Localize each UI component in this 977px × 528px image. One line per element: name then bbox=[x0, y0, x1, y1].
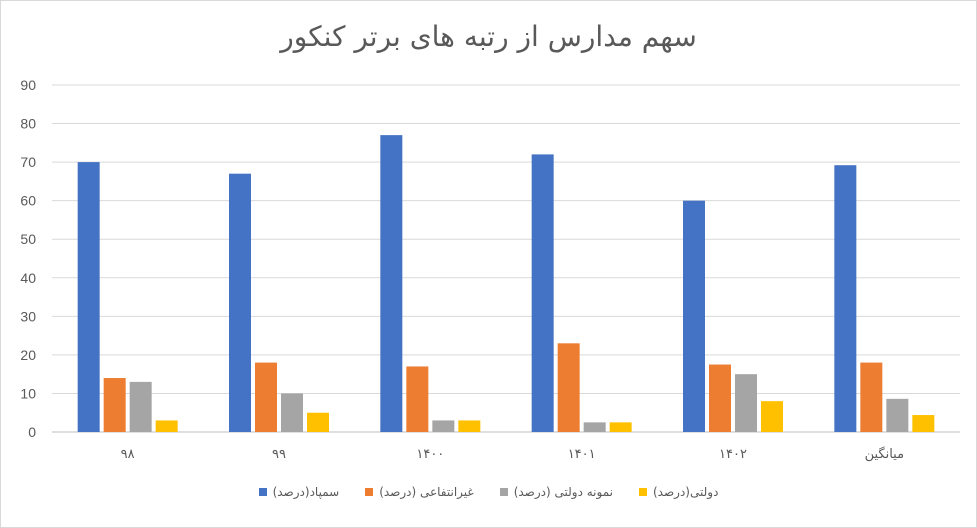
legend-label: نمونه دولتی (درصد) bbox=[513, 485, 613, 499]
bar bbox=[129, 381, 152, 432]
y-tick-label: 20 bbox=[20, 347, 36, 363]
legend-label: دولتی(درصد) bbox=[653, 485, 719, 499]
bar bbox=[406, 366, 429, 432]
x-tick-label: ۱۴۰۰ bbox=[416, 447, 444, 462]
y-tick-label: 10 bbox=[20, 385, 36, 401]
bar bbox=[432, 420, 455, 432]
y-tick-label: 30 bbox=[20, 308, 36, 324]
bar bbox=[912, 415, 935, 432]
bar bbox=[886, 398, 909, 432]
bar bbox=[531, 154, 554, 432]
chart-legend: سمپاد(درصد) غیرانتفاعی (درصد) نمونه دولتی … bbox=[0, 485, 977, 499]
x-tick-label: ۱۴۰۱ bbox=[568, 447, 596, 462]
bar bbox=[735, 374, 757, 432]
bar bbox=[103, 378, 126, 432]
y-tick-label: 80 bbox=[20, 116, 36, 132]
bar bbox=[458, 420, 481, 432]
bar bbox=[709, 364, 731, 432]
bar bbox=[281, 393, 303, 432]
legend-label: غیرانتفاعی (درصد) bbox=[379, 485, 474, 499]
legend-swatch bbox=[499, 488, 508, 496]
legend-label: سمپاد(درصد) bbox=[272, 485, 340, 499]
bar bbox=[834, 165, 857, 432]
y-tick-label: 70 bbox=[20, 154, 36, 170]
bar bbox=[683, 200, 705, 432]
bar bbox=[380, 135, 403, 432]
legend-item: سمپاد(درصد) bbox=[258, 485, 340, 499]
x-tick-label: میانگین bbox=[865, 446, 904, 462]
y-tick-label: 0 bbox=[28, 424, 36, 440]
legend-item: نمونه دولتی (درصد) bbox=[499, 485, 613, 499]
y-tick-label: 40 bbox=[20, 270, 36, 286]
x-tick-label: ۹۹ bbox=[272, 447, 286, 462]
legend-swatch bbox=[365, 488, 374, 496]
legend-item: دولتی(درصد) bbox=[639, 485, 718, 499]
bar bbox=[155, 420, 178, 432]
bar bbox=[77, 162, 100, 432]
legend-item: غیرانتفاعی (درصد) bbox=[365, 485, 474, 499]
chart-title: سهم مدارس از رتبه های برتر کنکور bbox=[280, 20, 697, 53]
bar bbox=[761, 401, 783, 432]
x-tick-label: ۹۸ bbox=[121, 447, 135, 462]
bar bbox=[583, 422, 606, 432]
bar bbox=[255, 362, 277, 432]
legend-swatch bbox=[639, 488, 647, 496]
bar bbox=[307, 412, 329, 432]
bar bbox=[860, 362, 883, 432]
y-tick-label: 50 bbox=[20, 231, 36, 247]
bar bbox=[229, 173, 251, 432]
x-tick-label: ۱۴۰۲ bbox=[719, 447, 747, 462]
legend-swatch bbox=[258, 488, 267, 496]
bar bbox=[609, 422, 632, 432]
y-tick-label: 60 bbox=[20, 193, 36, 209]
y-tick-label: 90 bbox=[20, 77, 36, 93]
bar bbox=[557, 343, 580, 432]
